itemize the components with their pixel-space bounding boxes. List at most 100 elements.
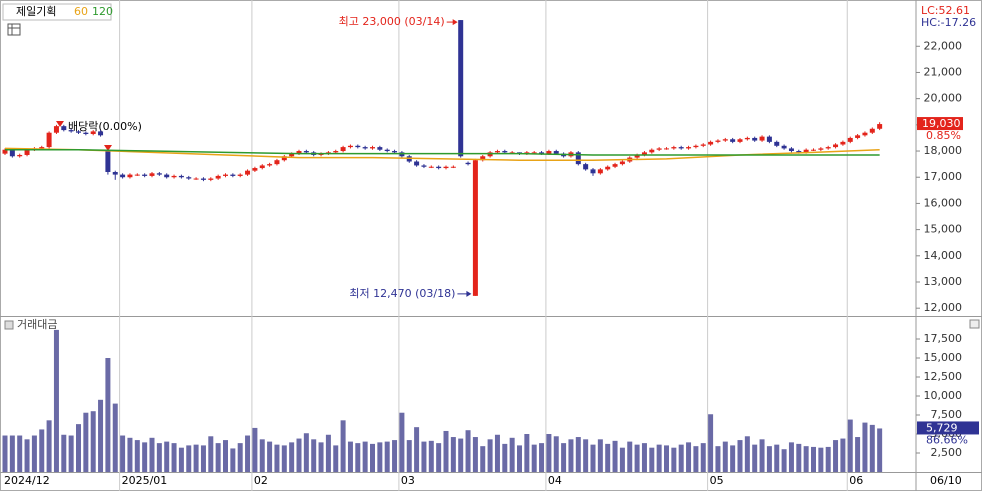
volume-bar — [869, 424, 875, 472]
volume-bar — [2, 435, 8, 472]
y-tick-label: 22,000 — [924, 39, 963, 52]
y-tick-label: 15,000 — [924, 223, 963, 236]
candle-body — [458, 20, 464, 157]
x-tick-label: 02 — [254, 474, 268, 487]
candle-body — [494, 151, 500, 153]
legend-label: 120 — [92, 5, 113, 18]
candle-body — [392, 151, 398, 153]
candle-body — [414, 161, 420, 166]
candle-body — [223, 174, 228, 176]
volume-bar — [98, 399, 104, 472]
candle-body — [862, 132, 868, 136]
volume-bar — [752, 444, 758, 472]
volume-bar — [76, 424, 81, 472]
candle-body — [24, 149, 30, 155]
volume-bar — [142, 442, 148, 472]
volume-bar — [9, 435, 15, 472]
panel-button[interactable] — [969, 319, 980, 329]
candle-body — [436, 166, 442, 169]
y-tick-label: 12,000 — [924, 301, 963, 314]
candle-body — [730, 139, 736, 142]
candle-body — [766, 136, 772, 142]
candle-body — [619, 161, 625, 165]
volume-bar — [605, 443, 611, 472]
candle-body — [509, 152, 515, 154]
candle-body — [252, 168, 258, 171]
candle-body — [362, 147, 368, 149]
candle-body — [722, 139, 728, 141]
volume-bar — [796, 443, 802, 472]
volume-bar — [737, 440, 743, 472]
legend-box — [2, 3, 112, 21]
y-tick-label: 12,500 — [924, 370, 963, 383]
candle-body — [847, 137, 853, 142]
table-icon[interactable] — [7, 23, 21, 36]
x-tick-label: 06 — [849, 474, 863, 487]
candle-body — [737, 139, 743, 142]
ex-dividend-marker — [56, 121, 64, 127]
volume-bar — [370, 443, 375, 472]
volume-bar — [252, 427, 258, 472]
volume-bar — [465, 430, 471, 472]
volume-label: 5,729 — [926, 421, 958, 434]
volume-bar — [296, 438, 302, 472]
volume-bar — [539, 443, 545, 472]
volume-bar — [17, 435, 23, 472]
chart-title: 제일기획 — [16, 4, 56, 18]
candle-body — [384, 149, 390, 152]
candle-body — [796, 151, 802, 153]
candle-body — [605, 166, 611, 170]
candle-body — [671, 147, 677, 149]
y-tick-label: 20,000 — [924, 92, 963, 105]
y-tick-label: 17,500 — [924, 332, 963, 345]
candle-body — [539, 152, 545, 154]
candle-body — [142, 174, 148, 176]
candle-body — [289, 153, 295, 157]
y-tick-label: 7,500 — [931, 408, 963, 421]
volume-bar — [347, 441, 353, 472]
candle-body — [186, 177, 192, 179]
volume-bar — [494, 434, 500, 472]
volume-bar — [708, 414, 714, 472]
volume-bar — [245, 435, 251, 472]
panel-icon[interactable] — [4, 320, 14, 330]
candle-body — [825, 147, 831, 149]
lc-label: LC:52.61 — [921, 4, 970, 17]
volume-bar — [428, 440, 434, 472]
low-annotation: 최저 12,470 (03/18) — [349, 287, 455, 300]
candle-body — [2, 149, 8, 154]
candle-body — [715, 140, 721, 142]
candle-body — [752, 137, 758, 141]
y-tick-label: 21,000 — [924, 65, 963, 78]
volume-bar — [583, 439, 589, 472]
volume-bar — [862, 422, 868, 472]
volume-bar — [281, 445, 287, 472]
volume-bar — [517, 445, 522, 472]
volume-bar — [715, 446, 721, 472]
candle-body — [421, 165, 427, 167]
volume-bar — [436, 443, 442, 472]
volume-bar — [656, 444, 662, 472]
volume-bar — [590, 444, 596, 472]
candle-body — [450, 166, 456, 168]
volume-bar — [877, 428, 883, 472]
volume-bar — [487, 439, 493, 472]
candle-body — [678, 147, 684, 149]
volume-bar — [774, 444, 780, 472]
volume-bar — [399, 412, 405, 472]
candle-body — [774, 141, 780, 146]
volume-bar — [524, 434, 530, 472]
candle-body — [377, 147, 383, 150]
candle-body — [869, 128, 875, 133]
volume-bar — [237, 443, 243, 472]
volume-bar — [377, 442, 383, 472]
candle-body — [149, 173, 155, 176]
volume-bar — [164, 441, 170, 472]
volume-bar — [443, 430, 449, 472]
volume-bar — [311, 439, 317, 472]
volume-bar — [664, 445, 669, 472]
price-label: 19,030 — [922, 117, 961, 130]
volume-bar — [259, 439, 265, 472]
volume-bar — [46, 420, 52, 472]
volume-bar — [149, 437, 155, 472]
